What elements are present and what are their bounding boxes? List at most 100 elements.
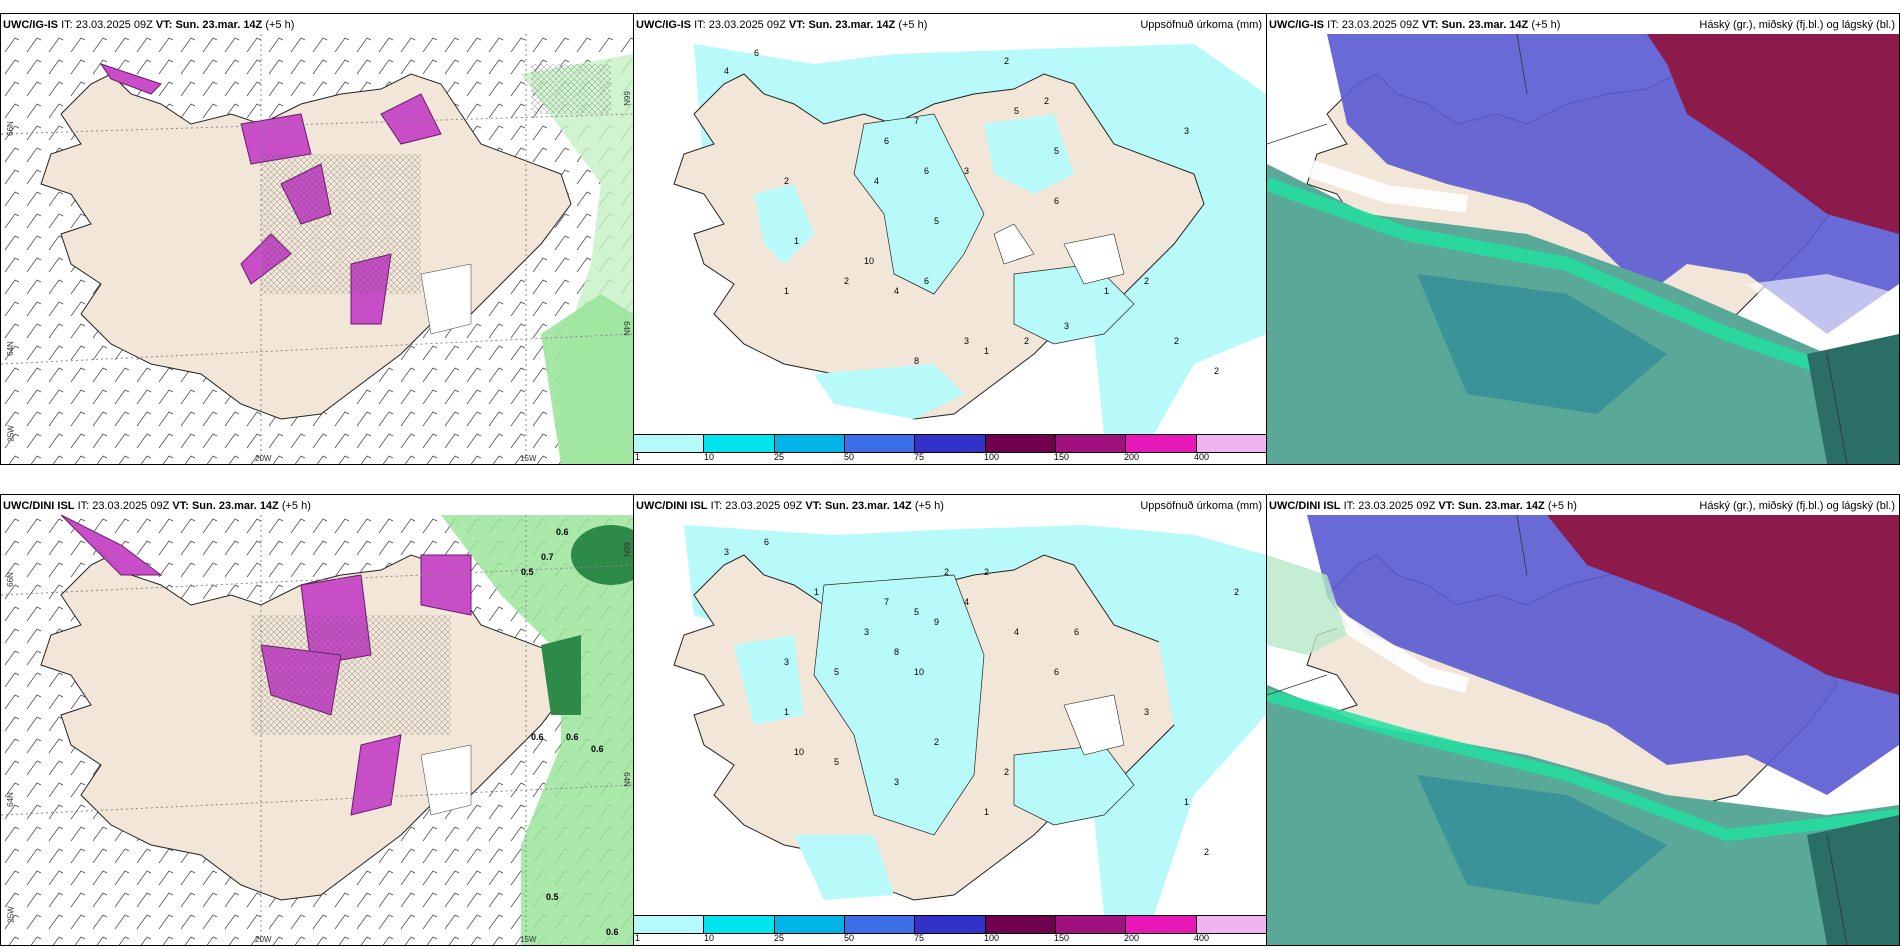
cloud-map-svg [1267,515,1899,945]
map-panel-precip-ig: UWC/IG-IS IT: 23.03.2025 09Z VT: Sun. 23… [633,13,1267,465]
svg-text:2: 2 [1204,847,1209,857]
map-panel-cloud-ig: UWC/IG-IS IT: 23.03.2025 09Z VT: Sun. 23… [1266,13,1900,465]
model-name: UWC/IG-IS [636,19,691,31]
panel-header: UWC/IG-IS IT: 23.03.2025 09Z VT: Sun. 23… [636,16,1264,34]
colorbar-swatch [844,435,916,452]
colorbar-swatch [985,435,1056,452]
cloud-map-svg [1267,34,1899,464]
axis-label: 25W [6,425,16,442]
axis-label: 64N [621,321,631,336]
colorbar-tick: 1 [635,933,641,943]
axis-label: 15W [520,935,537,944]
svg-text:2: 2 [1044,96,1049,106]
colorbar: 1 10 25 50 75 100 150 200 400 [634,434,1266,464]
model-name: UWC/DINI ISL [636,500,708,512]
svg-text:6: 6 [884,136,889,146]
panel-header: UWC/DINI ISL IT: 23.03.2025 09Z VT: Sun.… [1269,497,1897,515]
panel-header: UWC/DINI ISL IT: 23.03.2025 09Z VT: Sun.… [3,500,311,512]
svg-text:4: 4 [874,176,879,186]
svg-text:4: 4 [964,597,969,607]
axis-label: 64N [5,792,15,807]
svg-text:8: 8 [894,647,899,657]
svg-text:1: 1 [984,346,989,356]
svg-text:5: 5 [1014,106,1019,116]
svg-text:2: 2 [1024,336,1029,346]
svg-text:0.5: 0.5 [521,567,534,577]
svg-text:3: 3 [894,777,899,787]
colorbar-swatch [634,916,705,933]
axis-label: 66N [621,542,631,557]
svg-text:4: 4 [1014,627,1019,637]
svg-text:6: 6 [754,48,759,58]
colorbar-swatch [1055,435,1127,452]
colorbar-swatch [1126,916,1197,933]
svg-text:0.6: 0.6 [531,732,544,742]
svg-text:2: 2 [944,567,949,577]
map-area[interactable] [1,34,633,464]
svg-text:2: 2 [1004,767,1009,777]
precip-values: 6 4 2 2 7 6 5 3 4 5 6 2 1 10 5 4 1 2 6 3 [724,48,1219,376]
colorbar-tick: 75 [914,452,925,462]
panel-title: Háský (gr.), miðský (fj.bl.) og lágský (… [1699,19,1895,31]
svg-text:2: 2 [1214,366,1219,376]
panel-header: UWC/IG-IS IT: 23.03.2025 09Z VT: Sun. 23… [3,19,295,31]
svg-text:4: 4 [894,286,899,296]
map-area[interactable]: 3 6 1 2 7 5 9 4 3 10 5 8 3 4 6 2 1 10 6 … [634,515,1266,915]
map-area[interactable]: 6 4 2 2 7 6 5 3 4 5 6 2 1 10 5 4 1 2 6 3 [634,34,1266,434]
wind-map-svg: 0.6 0.7 0.5 0.6 0.6 0.6 0.5 0.6 [1,515,633,945]
colorbar-swatch [704,435,775,452]
svg-text:1: 1 [1184,797,1189,807]
colorbar-tick: 100 [984,452,1000,462]
svg-text:2: 2 [1144,276,1149,286]
model-name: UWC/DINI ISL [1269,500,1341,512]
map-area[interactable]: 0.6 0.7 0.5 0.6 0.6 0.6 0.5 0.6 [1,515,633,945]
svg-text:3: 3 [1144,707,1149,717]
svg-text:3: 3 [864,627,869,637]
svg-text:1: 1 [814,587,819,597]
colorbar-swatch [1196,916,1266,933]
svg-text:5: 5 [934,216,939,226]
axis-label: 20W [255,935,272,944]
svg-text:0.7: 0.7 [541,552,554,562]
colorbar-swatch [985,916,1056,933]
svg-text:3: 3 [1064,321,1069,331]
axis-label: 66N [5,572,15,587]
svg-text:1: 1 [784,707,789,717]
axis-label: 20W [255,454,272,463]
svg-text:1: 1 [794,236,799,246]
svg-text:6: 6 [924,166,929,176]
colorbar-swatch [774,916,845,933]
svg-text:2: 2 [784,176,789,186]
map-panel-precip-dini: UWC/DINI ISL IT: 23.03.2025 09Z VT: Sun.… [633,494,1267,946]
axis-label: 66N [621,91,631,106]
axis-label: 64N [621,772,631,787]
map-panel-cloud-dini: UWC/DINI ISL IT: 23.03.2025 09Z VT: Sun.… [1266,494,1900,946]
svg-text:2: 2 [1174,336,1179,346]
svg-text:4: 4 [724,66,729,76]
colorbar-tick: 50 [844,452,855,462]
svg-text:3: 3 [724,547,729,557]
svg-text:5: 5 [1054,146,1059,156]
svg-text:0.6: 0.6 [606,927,619,937]
svg-text:9: 9 [934,617,939,627]
axis-label: 25W [6,906,16,923]
colorbar-tick: 10 [704,933,715,943]
colorbar-tick: 200 [1124,452,1140,462]
svg-text:3: 3 [964,336,969,346]
colorbar-swatch [915,916,986,933]
precip-values: 3 6 1 2 7 5 9 4 3 10 5 8 3 4 6 2 1 10 6 … [724,537,1239,857]
map-panel-wind-dini: UWC/DINI ISL IT: 23.03.2025 09Z VT: Sun.… [0,494,634,946]
svg-text:2: 2 [934,737,939,747]
panel-title: Uppsöfnuð úrkoma (mm) [1140,500,1262,512]
panel-title: Háský (gr.), miðský (fj.bl.) og lágský (… [1699,500,1895,512]
map-area[interactable] [1267,515,1899,945]
colorbar-tick: 200 [1124,933,1140,943]
precip-map-svg: 6 4 2 2 7 6 5 3 4 5 6 2 1 10 5 4 1 2 6 3 [673,44,1266,434]
svg-text:6: 6 [1074,627,1079,637]
precip-map-svg: 3 6 1 2 7 5 9 4 3 10 5 8 3 4 6 2 1 10 6 … [673,525,1266,915]
map-area[interactable] [1267,34,1899,464]
colorbar-tick: 400 [1194,933,1210,943]
colorbar-tick: 25 [774,452,785,462]
svg-text:7: 7 [914,116,919,126]
colorbar-tick: 1 [635,452,641,462]
